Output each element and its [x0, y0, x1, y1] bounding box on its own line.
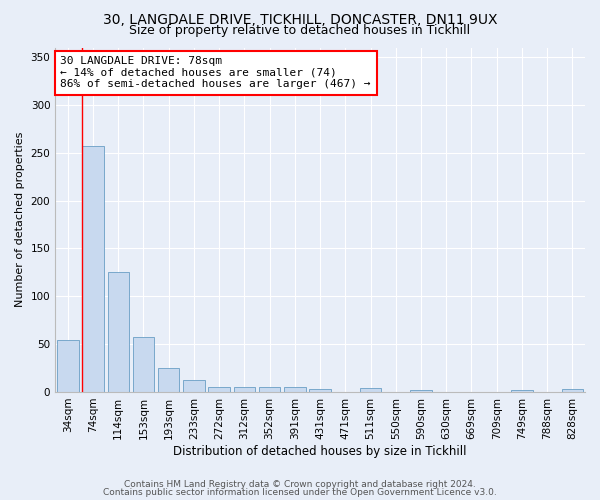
Bar	[208, 387, 230, 392]
Bar	[233, 387, 255, 392]
Text: 30 LANGDALE DRIVE: 78sqm
← 14% of detached houses are smaller (74)
86% of semi-d: 30 LANGDALE DRIVE: 78sqm ← 14% of detach…	[61, 56, 371, 90]
Bar	[410, 390, 432, 392]
Bar	[259, 387, 280, 392]
Bar	[107, 272, 129, 392]
Bar	[57, 340, 79, 392]
Bar	[562, 389, 583, 392]
Bar	[133, 338, 154, 392]
Bar	[284, 387, 305, 392]
Text: Size of property relative to detached houses in Tickhill: Size of property relative to detached ho…	[130, 24, 470, 37]
Text: Contains HM Land Registry data © Crown copyright and database right 2024.: Contains HM Land Registry data © Crown c…	[124, 480, 476, 489]
Bar	[310, 389, 331, 392]
Bar	[158, 368, 179, 392]
Bar	[183, 380, 205, 392]
Bar	[511, 390, 533, 392]
Text: Contains public sector information licensed under the Open Government Licence v3: Contains public sector information licen…	[103, 488, 497, 497]
X-axis label: Distribution of detached houses by size in Tickhill: Distribution of detached houses by size …	[173, 444, 467, 458]
Y-axis label: Number of detached properties: Number of detached properties	[15, 132, 25, 308]
Bar	[360, 388, 381, 392]
Text: 30, LANGDALE DRIVE, TICKHILL, DONCASTER, DN11 9UX: 30, LANGDALE DRIVE, TICKHILL, DONCASTER,…	[103, 12, 497, 26]
Bar	[82, 146, 104, 392]
